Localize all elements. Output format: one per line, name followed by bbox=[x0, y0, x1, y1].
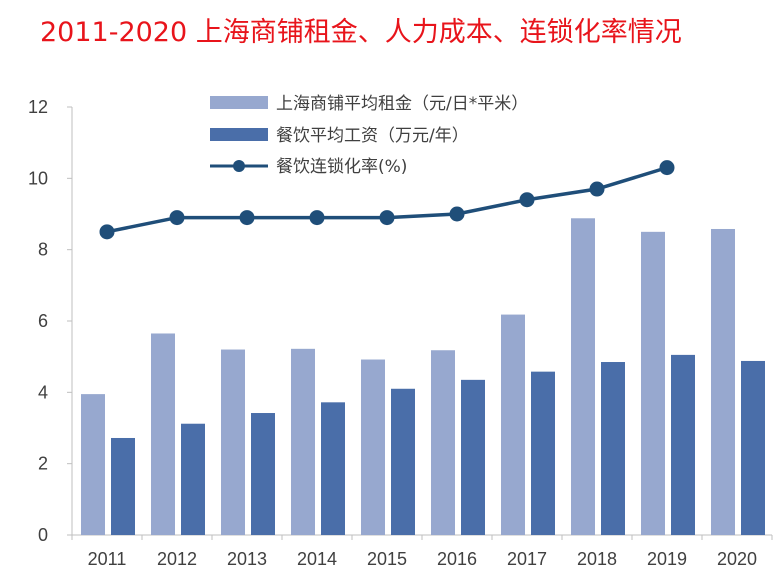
x-tick-label: 2017 bbox=[507, 549, 547, 569]
chart-title: 2011-2020 上海商铺租金、人力成本、连锁化率情况 bbox=[40, 17, 682, 48]
line-point-chain-rate bbox=[449, 206, 465, 222]
bar-wage bbox=[461, 379, 485, 535]
legend-swatch-wage bbox=[210, 128, 268, 141]
legend-label-chain: 餐饮连锁化率(%) bbox=[276, 157, 407, 177]
y-tick-label: 12 bbox=[28, 97, 48, 117]
line-point-chain-rate bbox=[659, 160, 675, 176]
x-tick-label: 2020 bbox=[717, 549, 757, 569]
line-point-chain-rate bbox=[309, 210, 325, 226]
legend-label-rent: 上海商铺平均租金（元/日*平米） bbox=[276, 94, 528, 114]
bar-rent bbox=[361, 359, 385, 535]
bar-rent bbox=[501, 314, 525, 535]
x-tick-label: 2014 bbox=[297, 549, 337, 569]
line-point-chain-rate bbox=[239, 210, 255, 226]
bar-rent bbox=[151, 333, 175, 535]
x-tick-label: 2012 bbox=[157, 549, 197, 569]
bar-series bbox=[81, 218, 765, 536]
bar-rent bbox=[291, 348, 315, 535]
bar-rent bbox=[221, 349, 245, 535]
y-tick-label: 10 bbox=[28, 168, 48, 188]
bar-rent bbox=[81, 394, 105, 535]
x-tick-label: 2015 bbox=[367, 549, 407, 569]
bar-wage bbox=[111, 437, 135, 535]
y-tick-label: 0 bbox=[38, 525, 48, 545]
bar-wage bbox=[531, 371, 555, 535]
bar-wage bbox=[321, 402, 345, 535]
bar-rent bbox=[711, 228, 735, 536]
line-point-chain-rate bbox=[99, 224, 115, 240]
line-series bbox=[99, 160, 675, 240]
legend-label-wage: 餐饮平均工资（万元/年） bbox=[276, 126, 469, 146]
legend-swatch-rent bbox=[210, 96, 268, 109]
x-tick-label: 2013 bbox=[227, 549, 267, 569]
bar-wage bbox=[601, 362, 625, 535]
line-point-chain-rate bbox=[169, 210, 185, 226]
bar-rent bbox=[431, 350, 455, 535]
bar-wage bbox=[671, 354, 695, 535]
x-tick-label: 2016 bbox=[437, 549, 477, 569]
bar-rent bbox=[571, 218, 595, 535]
y-tick-label: 4 bbox=[38, 382, 48, 402]
y-tick-label: 2 bbox=[38, 454, 48, 474]
bar-wage bbox=[391, 388, 415, 535]
bar-rent bbox=[641, 231, 665, 536]
legend-marker-chain bbox=[233, 160, 245, 172]
x-axis: 2011 2012 2013 2014 2015 2016 2017 2018 2019 2020 bbox=[71, 534, 773, 569]
x-tick-label: 2019 bbox=[647, 549, 687, 569]
bar-wage bbox=[741, 360, 765, 535]
y-tick-label: 6 bbox=[38, 311, 48, 331]
x-tick-label: 2011 bbox=[88, 549, 127, 569]
line-point-chain-rate bbox=[379, 210, 395, 226]
line-point-chain-rate bbox=[519, 192, 535, 208]
y-axis: 0 2 4 6 8 10 12 bbox=[28, 97, 73, 545]
line-point-chain-rate bbox=[589, 181, 605, 197]
x-tick-label: 2018 bbox=[577, 549, 617, 569]
legend: 上海商铺平均租金（元/日*平米） 餐饮平均工资（万元/年） 餐饮连锁化率(%) bbox=[210, 94, 528, 177]
bar-wage bbox=[181, 423, 205, 535]
bar-wage bbox=[251, 413, 275, 535]
y-tick-label: 8 bbox=[38, 240, 48, 260]
